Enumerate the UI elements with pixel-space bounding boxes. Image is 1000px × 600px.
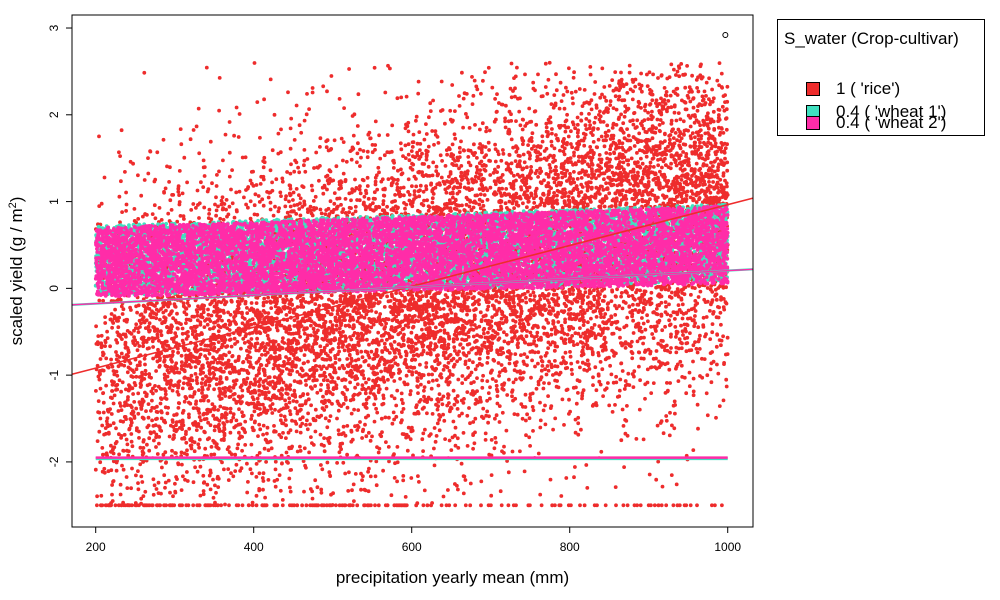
x-tick-label-800: 800: [560, 540, 580, 554]
x-tick-label-600: 600: [402, 540, 422, 554]
legend-label-wheat-2: 0.4 ( 'wheat 2'): [836, 113, 947, 132]
wheat-2-trend-line: [71, 268, 754, 306]
y-axis-label-close: ): [7, 197, 26, 203]
y-tick-label--1: -1: [47, 369, 61, 380]
y-axis-label: scaled yield (g / m2): [7, 197, 26, 346]
y-axis-label-sup: 2: [7, 202, 19, 208]
y-tick-label-0: 0: [47, 285, 61, 292]
legend-entry-wheat-1: 0.4 ( 'wheat 1'): [806, 102, 947, 121]
annotation-open-circle-0: [722, 31, 729, 38]
legend: S_water (Crop-cultivar) 1 ( 'rice') 0.4 …: [777, 19, 985, 136]
y-tick-label-3: 3: [47, 24, 61, 31]
y-tick-label--2: -2: [47, 456, 61, 467]
legend-title: S_water (Crop-cultivar): [784, 29, 959, 48]
series-wheat-2-points-cloud: [93, 204, 730, 299]
plot-border: [71, 14, 754, 528]
legend-swatch-rice: [806, 82, 820, 96]
legend-entry-rice: 1 ( 'rice'): [806, 79, 901, 98]
legend-label-wheat-1: 0.4 ( 'wheat 1'): [836, 102, 947, 121]
legend-entry-wheat-2: 0.4 ( 'wheat 2'): [806, 113, 947, 132]
x-tick-label-400: 400: [244, 540, 264, 554]
x-tick-label-200: 200: [86, 540, 106, 554]
legend-swatch-wheat-2: [806, 116, 820, 130]
x-tick-label-1000: 1000: [714, 540, 741, 554]
legend-label-rice: 1 ( 'rice'): [836, 79, 901, 98]
y-tick-label-2: 2: [47, 111, 61, 118]
series-wheat-2-points: [93, 204, 730, 299]
x-axis-label: precipitation yearly mean (mm): [336, 568, 569, 587]
y-axis-label-main: scaled yield (g / m: [7, 208, 26, 345]
y-tick-label-1: 1: [47, 198, 61, 205]
